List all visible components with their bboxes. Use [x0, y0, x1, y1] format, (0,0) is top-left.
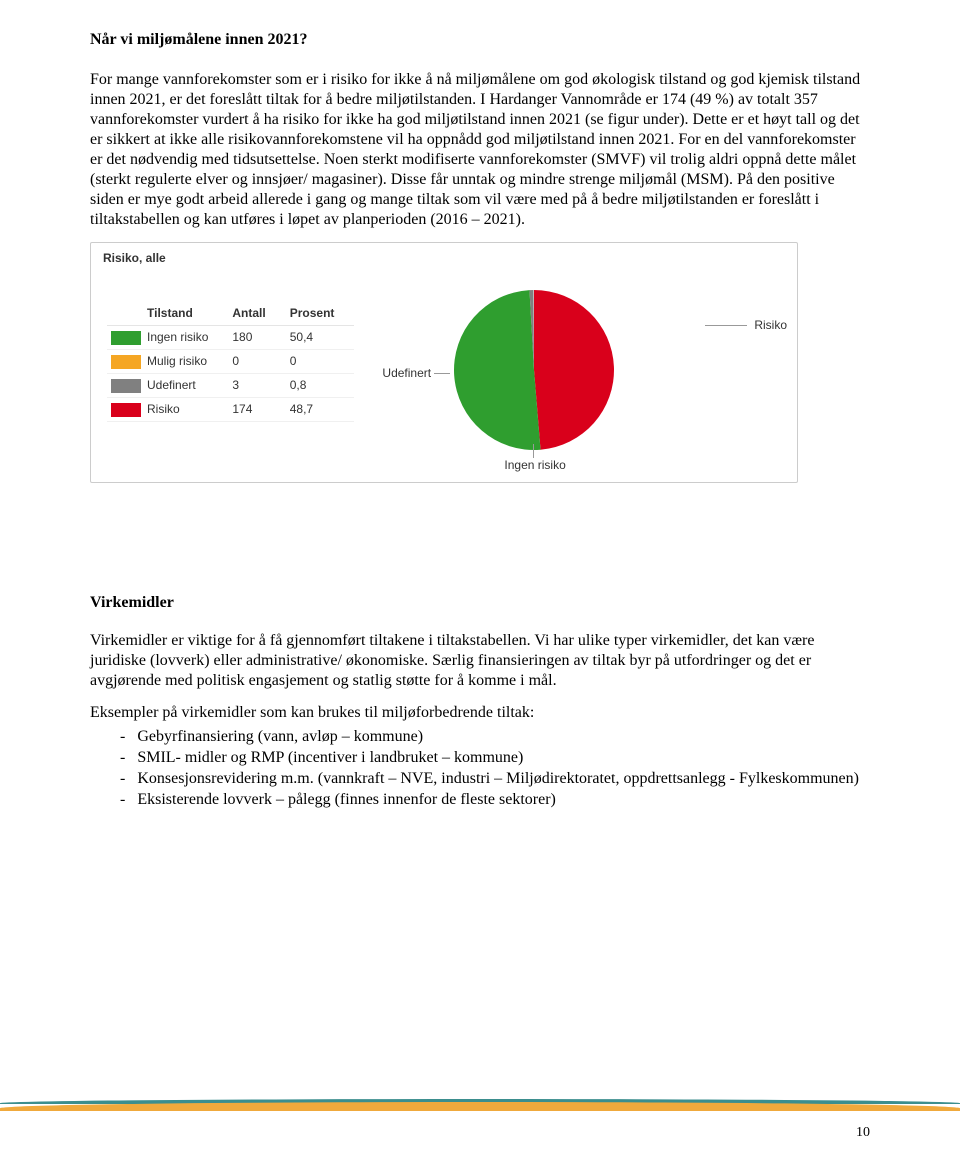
legend-table: Tilstand Antall Prosent Ingen risiko1805… — [107, 302, 354, 422]
legend-row: Mulig risiko00 — [107, 350, 354, 374]
pie-label-risiko: Risiko — [754, 318, 787, 333]
pie-chart: Risiko Udefinert Ingen risiko — [354, 274, 787, 474]
legend-col-prosent: Prosent — [286, 302, 355, 326]
bullet-item: Konsesjonsrevidering m.m. (vannkraft – N… — [90, 769, 870, 789]
section-heading-virkemidler: Virkemidler — [90, 593, 870, 613]
pie-slice-ingen-risiko — [454, 290, 541, 450]
legend-swatch — [111, 331, 141, 345]
legend-row: Ingen risiko18050,4 — [107, 326, 354, 350]
legend-swatch — [111, 355, 141, 369]
legend-row: Risiko17448,7 — [107, 398, 354, 422]
legend-row: Udefinert30,8 — [107, 374, 354, 398]
legend-col-antall: Antall — [228, 302, 285, 326]
pie-slice-risiko — [534, 290, 614, 450]
bullet-item: SMIL- midler og RMP (incentiver i landbr… — [90, 748, 870, 768]
risk-figure: Risiko, alle Tilstand Antall Prosent Ing… — [90, 242, 798, 483]
bullet-item: Eksisterende lovverk – pålegg (finnes in… — [90, 790, 870, 810]
figure-title: Risiko, alle — [103, 251, 787, 266]
pie-tick-udefinert — [434, 373, 450, 374]
pie-label-ingen: Ingen risiko — [504, 458, 565, 473]
legend-col-tilstand: Tilstand — [107, 302, 228, 326]
pie-tick-ingen — [533, 444, 534, 458]
paragraph-3-intro: Eksempler på virkemidler som kan brukes … — [90, 703, 870, 723]
paragraph-1: For mange vannforekomster som er i risik… — [90, 70, 870, 230]
bullet-list: Gebyrfinansiering (vann, avløp – kommune… — [90, 727, 870, 810]
legend-swatch — [111, 403, 141, 417]
paragraph-2: Virkemidler er viktige for å få gjennomf… — [90, 631, 870, 691]
page-number: 10 — [856, 1124, 870, 1142]
pie-tick-risiko — [705, 325, 747, 326]
pie-label-udefinert: Udefinert — [382, 366, 431, 381]
bullet-item: Gebyrfinansiering (vann, avløp – kommune… — [90, 727, 870, 747]
page-heading: Når vi miljømålene innen 2021? — [90, 30, 870, 50]
legend-swatch — [111, 379, 141, 393]
footer-decoration — [0, 1099, 960, 1113]
